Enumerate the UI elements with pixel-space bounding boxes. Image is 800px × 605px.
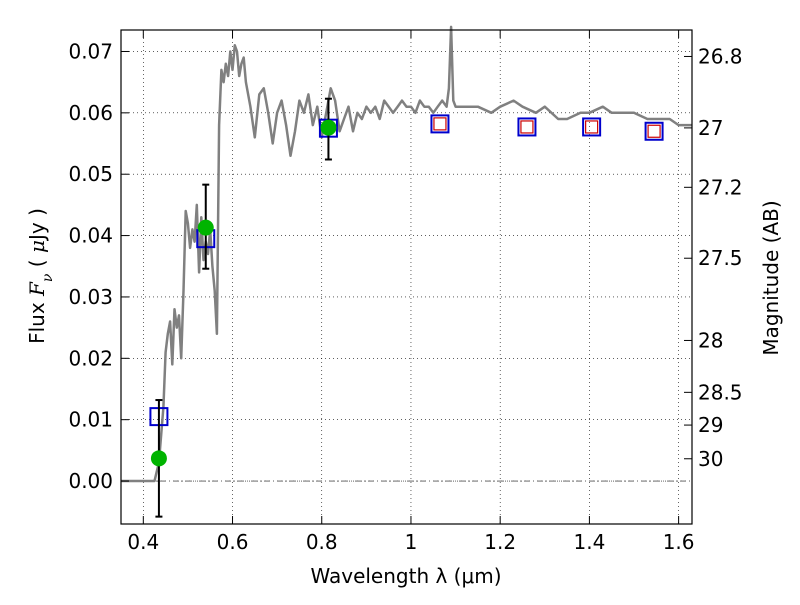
- x-tick-label: 1.2: [484, 530, 516, 554]
- inner-square-point: [520, 120, 534, 134]
- outer-square-point: [644, 121, 664, 141]
- y2-tick-label: 30: [698, 447, 723, 471]
- y-axis-label-part: Jy ): [25, 208, 49, 242]
- y-tick-label: 0.06: [68, 101, 113, 125]
- outer-square-point: [430, 114, 450, 134]
- y-tick-label: 0.07: [68, 39, 113, 63]
- outer-square-point: [517, 117, 537, 137]
- x-tick-label: 0.6: [217, 530, 249, 554]
- y-axis-label-part: F: [25, 281, 49, 297]
- x-tick-label: 1.6: [663, 530, 695, 554]
- y2-tick-label: 28: [698, 328, 723, 352]
- y2-tick-label: 29: [698, 413, 723, 437]
- y2-tick-label: 26.8: [698, 44, 743, 68]
- inner-square-point: [433, 117, 447, 131]
- y-tick-label: 0.03: [68, 285, 113, 309]
- filled-circle-point: [150, 450, 167, 467]
- y-axis-label-part: (: [25, 253, 49, 274]
- x-tick-label: 1: [405, 530, 418, 554]
- y-axis-label-part: Flux: [25, 296, 49, 344]
- y2-tick-label: 27: [698, 116, 723, 140]
- y2-tick-label: 28.5: [698, 380, 743, 404]
- filled-circle-point: [320, 119, 337, 136]
- y-tick-label: 0.01: [68, 408, 113, 432]
- y-tick-label: 0.00: [68, 469, 113, 493]
- plot-frame: [120, 29, 693, 525]
- filled-circle-point: [197, 219, 214, 236]
- y-tick-label: 0.04: [68, 224, 113, 248]
- y2-axis-label: Magnitude (AB): [759, 200, 783, 355]
- y-axis-label: Flux Fν ( μJy ): [25, 208, 56, 344]
- x-axis-label: Wavelength λ (μm): [310, 564, 501, 588]
- x-tick-label: 0.8: [306, 530, 338, 554]
- y-tick-label: 0.02: [68, 346, 113, 370]
- inner-square-point: [647, 124, 661, 138]
- inner-square-point: [585, 120, 599, 134]
- y2-tick-label: 27.5: [698, 246, 743, 270]
- x-tick-label: 1.4: [573, 530, 605, 554]
- y-axis-label-part: ν: [40, 273, 56, 282]
- y2-tick-label: 27.2: [698, 175, 743, 199]
- y-tick-label: 0.05: [68, 162, 113, 186]
- outer-square-point: [582, 117, 602, 137]
- model-spectrum-line: [121, 25, 692, 483]
- x-tick-label: 0.4: [127, 530, 159, 554]
- y-axis-label-part: μ: [25, 240, 49, 253]
